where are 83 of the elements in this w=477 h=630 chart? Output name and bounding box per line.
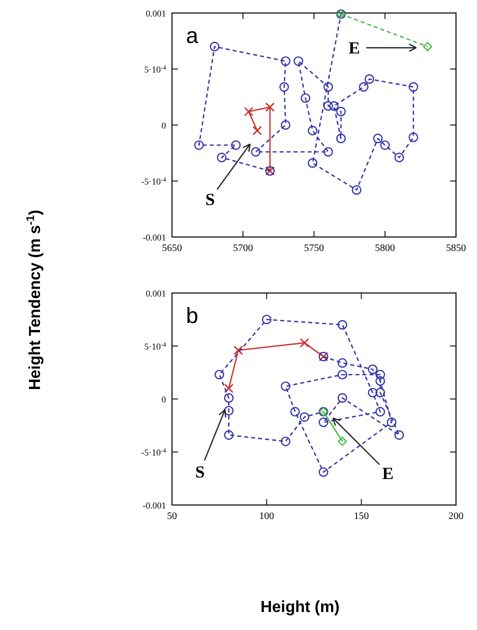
point [300, 93, 310, 103]
x-tick-label: 5750 [304, 243, 324, 254]
y-tick-label: -5·10$^{-4}$ [141, 447, 167, 458]
x-tick-label: 5650 [162, 243, 182, 254]
point [294, 56, 304, 66]
y-tick-label: 0.001 [146, 288, 166, 298]
point [375, 376, 386, 386]
point [375, 370, 386, 380]
point [224, 430, 234, 440]
point [194, 140, 204, 150]
x-tick-label: 50 [167, 511, 177, 522]
point [250, 147, 261, 157]
point [423, 42, 432, 52]
point [234, 346, 243, 355]
y-tick-label: -5·10$^{-4}$ [141, 176, 167, 186]
point [231, 140, 241, 150]
point [279, 82, 289, 92]
point [280, 381, 290, 392]
annotation: E [382, 464, 394, 484]
point [329, 101, 339, 111]
point [323, 82, 333, 92]
y-tick-label: 0.001 [146, 8, 166, 18]
point [375, 406, 386, 417]
point [323, 101, 333, 111]
annotation: b [186, 303, 198, 328]
point [336, 106, 346, 116]
annotation: S [205, 190, 215, 210]
point [386, 418, 396, 428]
point [300, 412, 310, 422]
y-tick-label: -0.001 [142, 232, 166, 242]
point [338, 320, 348, 330]
point [338, 370, 348, 380]
y-tick-label: 5·10$^{-4}$ [144, 341, 167, 352]
point [224, 384, 234, 394]
point [394, 430, 404, 440]
point [408, 132, 418, 142]
point [408, 82, 418, 92]
point [224, 393, 234, 403]
annotation: a [186, 23, 199, 48]
y-tick-label: 0 [162, 120, 166, 130]
point [224, 406, 234, 416]
point [368, 364, 378, 374]
point [338, 358, 348, 368]
point [252, 126, 262, 136]
y-tick-label: -0.001 [142, 500, 166, 510]
point [300, 338, 310, 348]
point [373, 134, 383, 144]
point [352, 185, 362, 195]
x-tick-label: 150 [354, 511, 369, 522]
point [323, 147, 333, 157]
point [358, 82, 368, 92]
x-tick-label: 200 [448, 511, 464, 522]
point [280, 56, 290, 66]
point [210, 42, 220, 52]
point [308, 158, 318, 168]
point [364, 74, 374, 84]
point [338, 393, 348, 403]
point [216, 152, 226, 162]
x-tick-label: 5800 [375, 243, 395, 254]
point [214, 370, 224, 380]
x-tick-label: 100 [259, 511, 274, 522]
point [262, 314, 272, 324]
point [265, 102, 275, 112]
annotation: E [348, 38, 360, 58]
point [318, 418, 328, 428]
point [338, 436, 347, 446]
x-axis-title: Height (m) [260, 599, 340, 616]
point [375, 388, 386, 398]
point [308, 126, 318, 136]
x-tick-label: 5700 [233, 243, 253, 254]
y-tick-label: 5·10$^{-4}$ [144, 64, 167, 74]
point [244, 106, 254, 116]
y-tick-label: 0 [162, 394, 166, 404]
point [290, 406, 300, 417]
point [368, 388, 378, 398]
point [280, 120, 290, 130]
x-tick-label: 5850 [446, 243, 466, 254]
point [336, 134, 346, 144]
annotation: S [195, 462, 205, 482]
point [394, 152, 404, 162]
point [380, 140, 390, 150]
point [280, 436, 290, 446]
point [318, 467, 328, 477]
